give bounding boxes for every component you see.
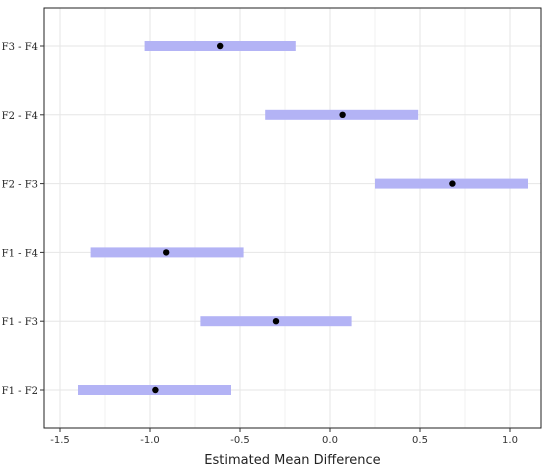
y-axis-category-labels: F3 - F4 F2 - F4 F2 - F3 F1 - F4 F1 - F3 F1 - … <box>2 42 44 397</box>
estimate-point <box>163 249 170 256</box>
x-tick-label: -1.5 <box>50 435 70 446</box>
category-label: F1 - F2 <box>2 386 38 397</box>
x-tick-label: 0.5 <box>412 435 428 446</box>
x-tick-label: -1.0 <box>140 435 160 446</box>
x-axis-ticks: -1.5 -1.0 -0.5 0.0 0.5 1.0 <box>50 428 518 446</box>
estimate-point <box>217 42 224 50</box>
category-label: F1 - F4 <box>2 248 38 259</box>
estimate-point <box>272 318 280 325</box>
estimate-point <box>449 180 456 187</box>
estimate-point <box>339 111 346 119</box>
x-axis-title: Estimated Mean Difference <box>204 453 380 468</box>
point-estimates <box>152 42 456 394</box>
category-label: F2 - F3 <box>2 180 38 191</box>
category-label: F2 - F4 <box>2 111 38 122</box>
x-tick-label: 0.0 <box>322 435 338 446</box>
x-tick-label: 1.0 <box>502 435 518 446</box>
grid-lines <box>44 8 541 428</box>
category-label: F1 - F3 <box>2 317 38 328</box>
category-label: F3 - F4 <box>2 42 38 53</box>
x-tick-label: -0.5 <box>230 435 250 446</box>
plot-frame <box>43 7 542 429</box>
estimate-point <box>152 386 159 394</box>
confidence-intervals <box>78 41 528 395</box>
